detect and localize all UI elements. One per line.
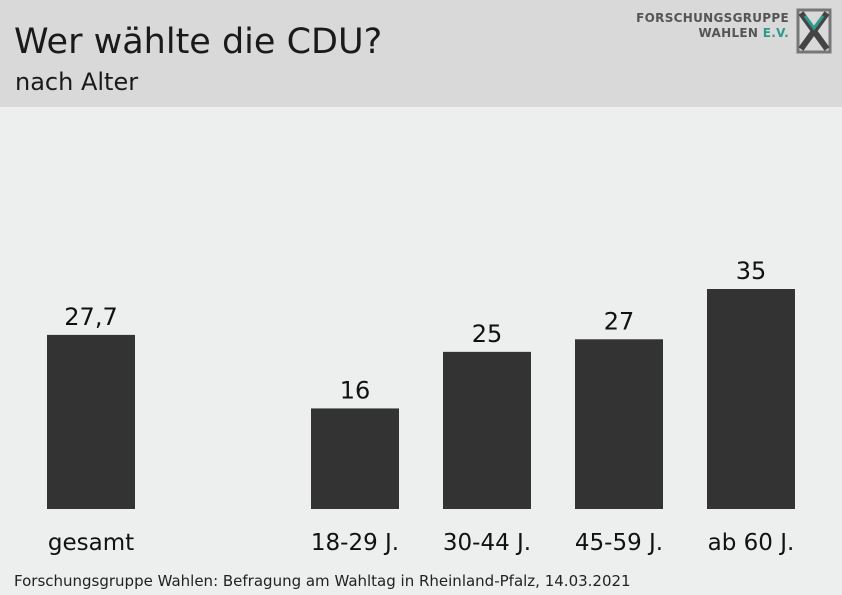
category-label-2: 30-44 J.	[443, 530, 531, 556]
value-label-3: 27	[604, 307, 635, 335]
logo-line-1: FORSCHUNGSGRUPPE	[636, 11, 789, 25]
value-label-2: 25	[472, 320, 503, 348]
bar-4	[707, 289, 795, 509]
bar-3	[575, 339, 663, 509]
logo-line-2-main: WAHLEN	[698, 26, 759, 40]
source-note: Forschungsgruppe Wahlen: Befragung am Wa…	[14, 572, 631, 590]
logo-line-2: WAHLEN E.V.	[636, 26, 789, 41]
category-label-4: ab 60 J.	[708, 530, 795, 556]
bar-1	[311, 408, 399, 509]
value-label-4: 35	[736, 257, 767, 285]
bar-chart: 27,7 gesamt 16 18-29 J. 25 30-44 J. 27 45-59 J.…	[47, 257, 795, 556]
chart-title: Wer wählte die CDU?	[14, 22, 383, 62]
category-label-1: 18-29 J.	[311, 530, 399, 556]
value-label-0: 27,7	[64, 303, 117, 331]
bar-0	[47, 334, 135, 509]
chart-subtitle: nach Alter	[15, 68, 139, 96]
bars-group: 27,7 gesamt 16 18-29 J. 25 30-44 J. 27 45-59 J.…	[47, 257, 795, 556]
category-label-3: 45-59 J.	[575, 530, 663, 556]
logo-line-2-accent: E.V.	[762, 26, 789, 40]
ballot-cross-logo-icon	[796, 8, 832, 54]
header-band: Wer wählte die CDU? nach Alter FORSCHUNG…	[0, 0, 842, 107]
bar-2	[443, 351, 531, 509]
category-label-0: gesamt	[48, 530, 134, 556]
logo-text: FORSCHUNGSGRUPPE WAHLEN E.V.	[636, 11, 789, 41]
value-label-1: 16	[340, 376, 371, 404]
